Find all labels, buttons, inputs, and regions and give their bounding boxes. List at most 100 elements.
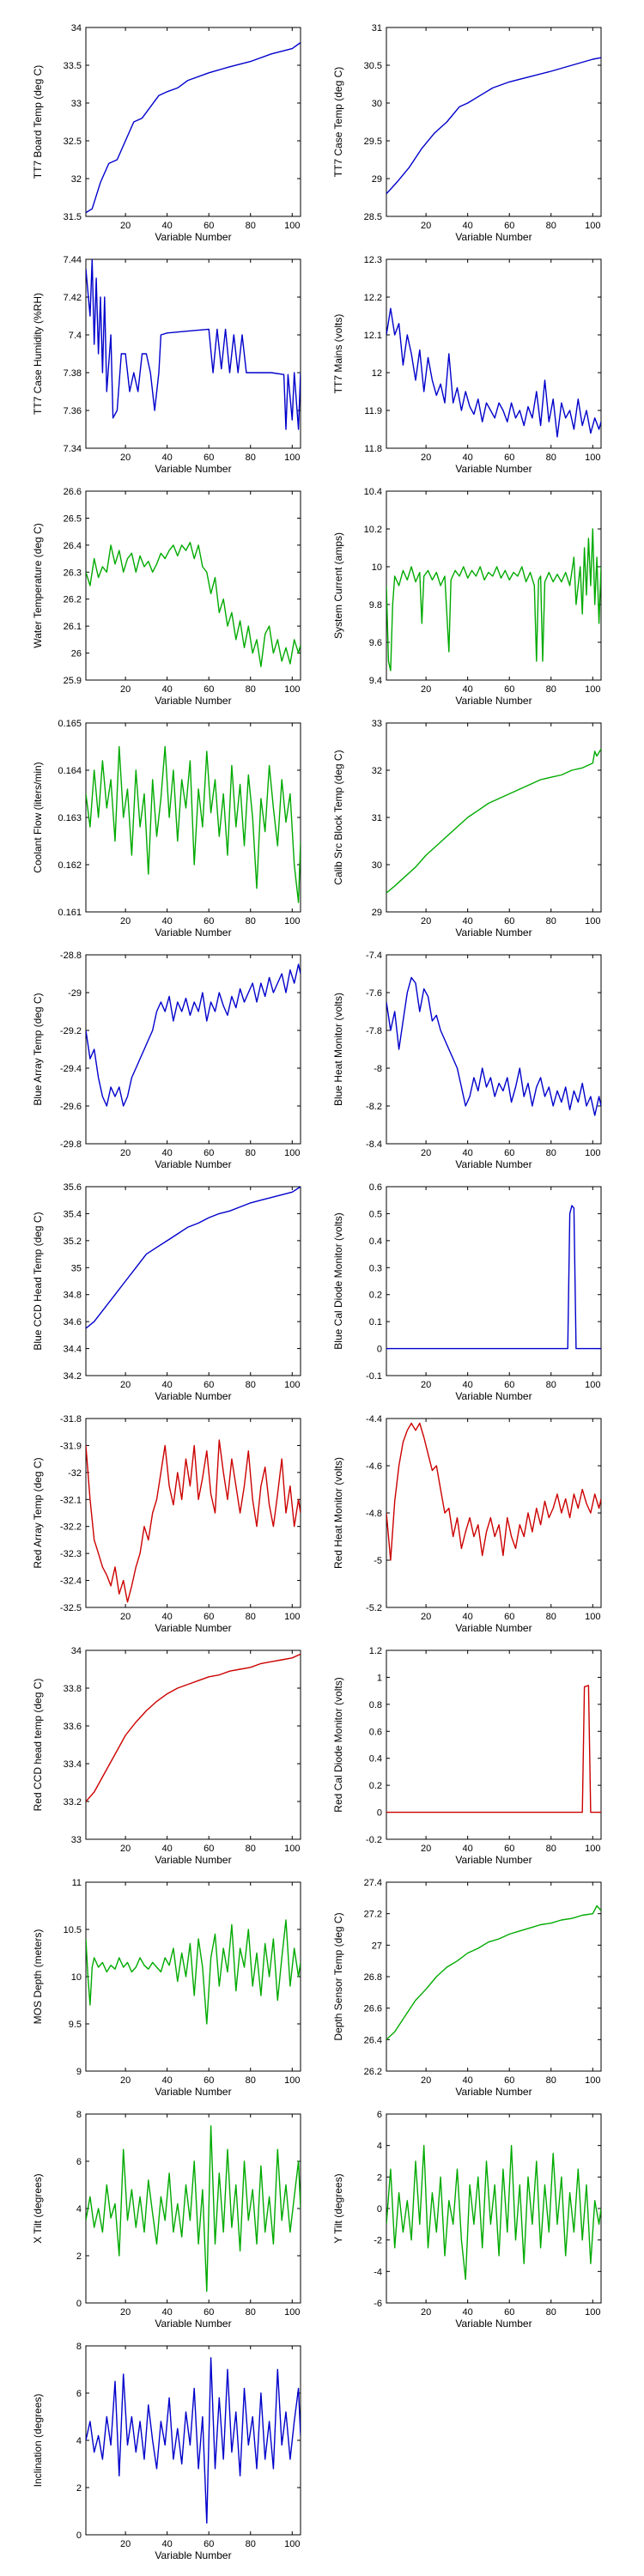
chart-tt7-case-humidity: 20 40 60 80 100 7.34 7.36 7.38 7.4 7.42 7.44 Variab… — [32, 255, 301, 475]
y-tick-label: 0 — [76, 2299, 82, 2309]
chart-system-current: 20 40 60 80 100 9.4 9.6 9.8 10 10.2 10.4 Variable N… — [332, 487, 602, 707]
plot-area — [386, 1186, 602, 1376]
y-tick-label: 11 — [72, 1878, 82, 1888]
y-tick-label: -32.5 — [60, 1603, 82, 1613]
plot-area — [386, 490, 602, 681]
y-tick-label: 12 — [372, 368, 382, 379]
plot-area — [386, 722, 602, 913]
y-tick-label: -32.3 — [60, 1549, 82, 1559]
y-tick-label: 4 — [377, 2142, 382, 2152]
y-tick-label: 6 — [76, 2389, 82, 2399]
y-tick-label: 4 — [76, 2204, 82, 2215]
series-line — [86, 1919, 301, 2025]
x-tick-label: 40 — [162, 2307, 173, 2318]
x-tick-label: 20 — [120, 2075, 131, 2086]
y-tick-label: 0.6 — [369, 1182, 382, 1193]
series-line — [86, 542, 301, 667]
y-tick-label: 26.4 — [64, 541, 82, 551]
x-tick-label: 60 — [504, 684, 514, 695]
chart-red-ccd-head-temp: 20 40 60 80 100 33 33.2 33.4 33.6 33.8 34 Variable … — [32, 1646, 301, 1866]
x-axis-label: Variable Number — [455, 1854, 532, 1866]
y-tick-label: 34 — [71, 1646, 82, 1656]
y-tick-label: 9 — [76, 2067, 82, 2077]
y-tick-label: 2 — [377, 2172, 382, 2183]
y-axis-label: Coolant Flow (liters/min) — [32, 762, 44, 872]
y-tick-label: 10.2 — [364, 525, 382, 535]
x-axis-label: Variable Number — [155, 927, 231, 939]
y-tick-label: -29 — [68, 988, 82, 999]
chart-red-array-temp: 20 40 60 80 100 -32.5 -32.4 -32.3 -32.2 -32.1 -32 -… — [32, 1414, 301, 1634]
y-tick-label: 2 — [76, 2483, 82, 2494]
y-tick-label: -4 — [374, 2267, 382, 2277]
plot-area — [386, 954, 602, 1145]
y-axis-label: Red Cal Diode Monitor (volts) — [332, 1677, 344, 1812]
plot-area — [85, 2345, 301, 2536]
y-tick-label: 0.1 — [369, 1317, 382, 1327]
plot-area — [85, 27, 301, 217]
x-tick-label: 40 — [162, 684, 173, 695]
y-tick-label: 30 — [372, 860, 382, 871]
x-tick-label: 60 — [504, 1148, 514, 1158]
chart-blue-ccd-head-temp: 20 40 60 80 100 34.2 34.4 34.6 34.8 35 35.2 35.4 35.… — [32, 1182, 301, 1402]
y-tick-label: 8 — [76, 2342, 82, 2352]
chart-depth-sensor-temp: 20 40 60 80 100 26.2 26.4 26.6 26.8 27 27.2 27.4 Var… — [332, 1878, 602, 2098]
plot-area — [386, 1881, 602, 2072]
y-tick-label: -8.4 — [366, 1139, 382, 1150]
x-tick-label: 20 — [120, 1844, 131, 1854]
x-tick-label: 100 — [284, 2307, 300, 2318]
series-line — [386, 307, 601, 438]
x-axis-label: Variable Number — [455, 231, 532, 243]
x-tick-label: 40 — [463, 1380, 473, 1390]
plot-area — [85, 1186, 301, 1376]
y-tick-label: -29.4 — [60, 1064, 82, 1074]
x-tick-label: 100 — [585, 1612, 600, 1622]
plot-area — [386, 2113, 602, 2304]
x-axis-label: Variable Number — [455, 463, 532, 475]
chart-red-cal-diode-monitor: 20 40 60 80 100 -0.2 0 0.2 0.4 0.6 0.8 1 1.2 Variable… — [332, 1646, 602, 1866]
x-tick-label: 60 — [204, 1612, 214, 1622]
y-tick-label: 11.8 — [364, 444, 382, 454]
x-tick-label: 40 — [162, 1148, 173, 1158]
x-axis-label: Variable Number — [155, 1854, 231, 1866]
x-tick-label: 60 — [204, 2075, 214, 2086]
y-axis-label: TT7 Mains (volts) — [332, 314, 344, 394]
x-tick-label: 60 — [504, 1844, 514, 1854]
series-line — [86, 2125, 301, 2292]
y-tick-label: 33.6 — [64, 1722, 82, 1732]
x-tick-label: 100 — [284, 2539, 300, 2549]
x-axis-label: Variable Number — [155, 2086, 231, 2098]
x-tick-label: 20 — [421, 916, 431, 927]
chart-tt7-mains: 20 40 60 80 100 11.8 11.9 12 12.1 12.2 12.3 Variabl… — [332, 255, 602, 475]
y-axis-label: Blue Array Temp (deg C) — [32, 993, 44, 1105]
y-tick-label: -29.8 — [60, 1139, 82, 1150]
y-axis-label: MOS Depth (meters) — [32, 1929, 44, 2025]
y-tick-label: -28.8 — [60, 951, 82, 961]
x-tick-label: 100 — [284, 1380, 300, 1390]
x-tick-label: 100 — [284, 221, 300, 231]
chart-blue-heat-monitor: 20 40 60 80 100 -8.4 -8.2 -8 -7.8 -7.6 -7.4 Variabl… — [332, 951, 602, 1170]
x-axis-label: Variable Number — [455, 1390, 532, 1402]
y-tick-label: 0.4 — [369, 1754, 382, 1765]
y-tick-label: -2 — [374, 2236, 382, 2246]
y-tick-label: 27.4 — [364, 1878, 382, 1888]
y-tick-label: -7.4 — [366, 951, 382, 961]
y-tick-label: 26.4 — [364, 2035, 382, 2045]
x-tick-label: 20 — [421, 453, 431, 463]
plot-area — [386, 27, 602, 217]
y-tick-label: 9.8 — [369, 600, 382, 611]
x-tick-label: 60 — [204, 1380, 214, 1390]
y-tick-label: 7.4 — [69, 331, 82, 341]
x-tick-label: 40 — [162, 1612, 173, 1622]
x-tick-label: 100 — [585, 221, 600, 231]
y-tick-label: 0 — [377, 1808, 382, 1819]
y-tick-label: 10 — [71, 1972, 82, 1983]
y-tick-label: 35.2 — [64, 1236, 82, 1247]
y-tick-label: 26.1 — [64, 622, 82, 632]
chart-tt7-board-temp: 20 40 60 80 100 31.5 32 32.5 33 33.5 34 Variable Nu… — [32, 23, 301, 243]
y-tick-label: 0.2 — [369, 1291, 382, 1301]
x-tick-label: 20 — [421, 1612, 431, 1622]
x-tick-label: 80 — [246, 2539, 256, 2549]
y-tick-label: -29.6 — [60, 1102, 82, 1112]
x-tick-label: 80 — [246, 1612, 256, 1622]
